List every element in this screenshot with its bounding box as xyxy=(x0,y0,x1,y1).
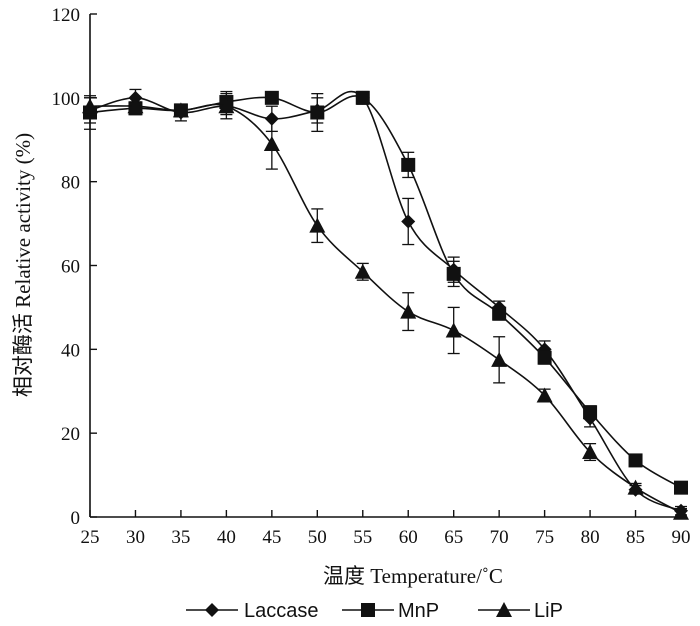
point-lip xyxy=(400,303,417,319)
axes xyxy=(89,14,681,518)
point-lip xyxy=(127,98,144,114)
legend-label-laccase: Laccase xyxy=(244,600,319,622)
y-tick-label: 60 xyxy=(61,257,80,278)
x-tick-label: 80 xyxy=(581,527,600,548)
y-tick-label: 80 xyxy=(61,173,80,194)
series-laccase xyxy=(83,88,688,518)
x-axis-ticks: 25 30 35 40 45 50 55 60 65 70 75 80 85 90 xyxy=(81,510,691,548)
x-tick-label: 25 xyxy=(81,527,100,548)
point-laccase xyxy=(401,214,416,229)
y-axis-title: 相对酶活 Relative activity (%) xyxy=(11,133,35,397)
point-lip xyxy=(172,102,189,118)
x-tick-label: 90 xyxy=(672,527,691,548)
point-mnp xyxy=(492,306,507,321)
legend-label-mnp: MnP xyxy=(398,600,439,622)
y-axis-ticks: 0 20 40 60 80 100 120 xyxy=(52,5,97,529)
point-lip xyxy=(673,504,689,520)
y-tick-label: 20 xyxy=(61,424,80,445)
series-line-lip xyxy=(89,103,682,514)
point-lip xyxy=(582,444,599,460)
x-tick-label: 55 xyxy=(353,527,372,548)
point-lip xyxy=(309,217,326,233)
series-line-laccase xyxy=(89,90,682,512)
point-mnp xyxy=(674,480,688,495)
x-tick-label: 65 xyxy=(444,527,463,548)
point-lip xyxy=(218,98,235,114)
x-tick-label: 45 xyxy=(262,527,281,548)
legend: Laccase MnP LiP xyxy=(186,600,563,622)
x-tick-label: 75 xyxy=(535,527,554,548)
y-tick-label: 40 xyxy=(61,340,80,361)
x-tick-label: 40 xyxy=(217,527,236,548)
legend-marker-lip xyxy=(496,602,512,617)
point-mnp xyxy=(401,157,416,172)
point-lip xyxy=(491,351,508,367)
y-tick-label: 120 xyxy=(52,5,81,26)
x-tick-label: 70 xyxy=(490,527,509,548)
point-mnp xyxy=(628,453,643,468)
series-lip xyxy=(82,97,689,520)
x-tick-label: 60 xyxy=(399,527,418,548)
point-lip xyxy=(354,263,371,279)
x-tick-label: 35 xyxy=(171,527,190,548)
point-mnp xyxy=(583,405,598,420)
legend-marker-laccase xyxy=(205,603,219,617)
point-mnp xyxy=(446,266,461,281)
x-tick-label: 30 xyxy=(126,527,145,548)
point-mnp xyxy=(310,105,325,120)
x-axis-title: 温度 Temperature/˚C xyxy=(323,564,503,588)
y-tick-label: 100 xyxy=(52,89,81,110)
legend-marker-mnp xyxy=(361,603,375,617)
point-lip xyxy=(82,98,98,114)
point-lip xyxy=(445,322,462,338)
point-lip xyxy=(627,479,644,495)
series-group xyxy=(82,88,689,520)
point-lip xyxy=(263,135,280,151)
point-mnp xyxy=(264,90,279,105)
x-tick-label: 85 xyxy=(626,527,645,548)
x-tick-label: 50 xyxy=(308,527,327,548)
y-tick-label: 0 xyxy=(71,508,81,529)
point-mnp xyxy=(537,350,552,365)
legend-label-lip: LiP xyxy=(534,600,563,622)
point-lip xyxy=(536,387,553,403)
point-mnp xyxy=(355,90,370,105)
